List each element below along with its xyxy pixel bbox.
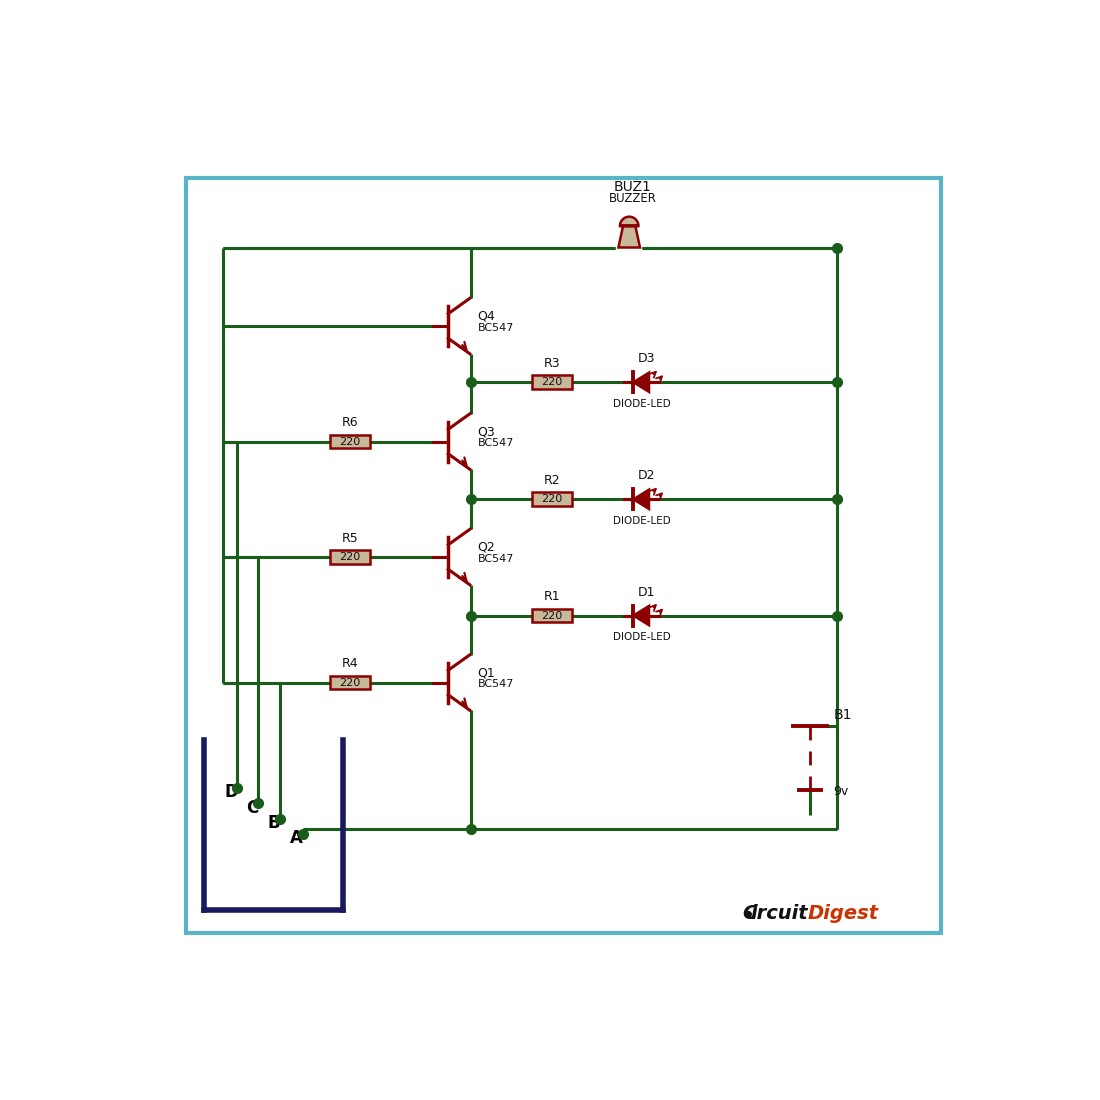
Polygon shape — [634, 372, 649, 393]
Text: Q2: Q2 — [477, 541, 495, 554]
Text: D3: D3 — [638, 352, 656, 365]
Polygon shape — [620, 217, 638, 226]
Text: D: D — [224, 783, 238, 801]
Text: R1: R1 — [543, 591, 561, 603]
Text: D1: D1 — [638, 585, 656, 598]
Text: BC547: BC547 — [477, 322, 514, 332]
Text: BC547: BC547 — [477, 679, 514, 690]
Text: 220: 220 — [541, 377, 563, 387]
Text: Digest: Digest — [807, 904, 879, 923]
Circle shape — [746, 912, 751, 917]
Bar — [330, 550, 370, 564]
Text: Q3: Q3 — [477, 426, 495, 439]
Text: C: C — [245, 799, 258, 816]
Polygon shape — [634, 605, 649, 626]
Text: BUZ1: BUZ1 — [614, 179, 652, 194]
Text: 220: 220 — [541, 494, 563, 504]
Text: B: B — [267, 814, 279, 832]
Text: D2: D2 — [638, 470, 656, 482]
Text: R4: R4 — [341, 657, 358, 670]
Text: 220: 220 — [339, 552, 361, 562]
Text: ircuit: ircuit — [751, 904, 808, 923]
Text: DIODE-LED: DIODE-LED — [614, 632, 671, 642]
Text: R3: R3 — [543, 356, 561, 370]
Text: DIODE-LED: DIODE-LED — [614, 516, 671, 526]
Bar — [532, 375, 572, 389]
Text: 220: 220 — [339, 678, 361, 688]
Text: R5: R5 — [341, 531, 359, 544]
Text: BC547: BC547 — [477, 553, 514, 563]
Text: R6: R6 — [341, 416, 358, 429]
Text: BC547: BC547 — [477, 438, 514, 448]
Bar — [330, 434, 370, 449]
Text: A: A — [290, 829, 304, 847]
Bar — [532, 493, 572, 506]
Polygon shape — [618, 226, 640, 248]
Polygon shape — [634, 490, 649, 509]
Bar — [532, 608, 572, 623]
Text: R2: R2 — [543, 474, 561, 487]
Bar — [186, 178, 940, 933]
Text: 220: 220 — [339, 437, 361, 447]
Bar — [330, 675, 370, 690]
Text: BUZZER: BUZZER — [609, 192, 657, 205]
Text: B1: B1 — [834, 707, 851, 722]
Text: Q1: Q1 — [477, 667, 495, 680]
Text: DIODE-LED: DIODE-LED — [614, 399, 671, 409]
Text: C: C — [742, 904, 757, 923]
Text: 9v: 9v — [834, 785, 848, 798]
Text: 220: 220 — [541, 610, 563, 620]
Text: Q4: Q4 — [477, 310, 495, 323]
